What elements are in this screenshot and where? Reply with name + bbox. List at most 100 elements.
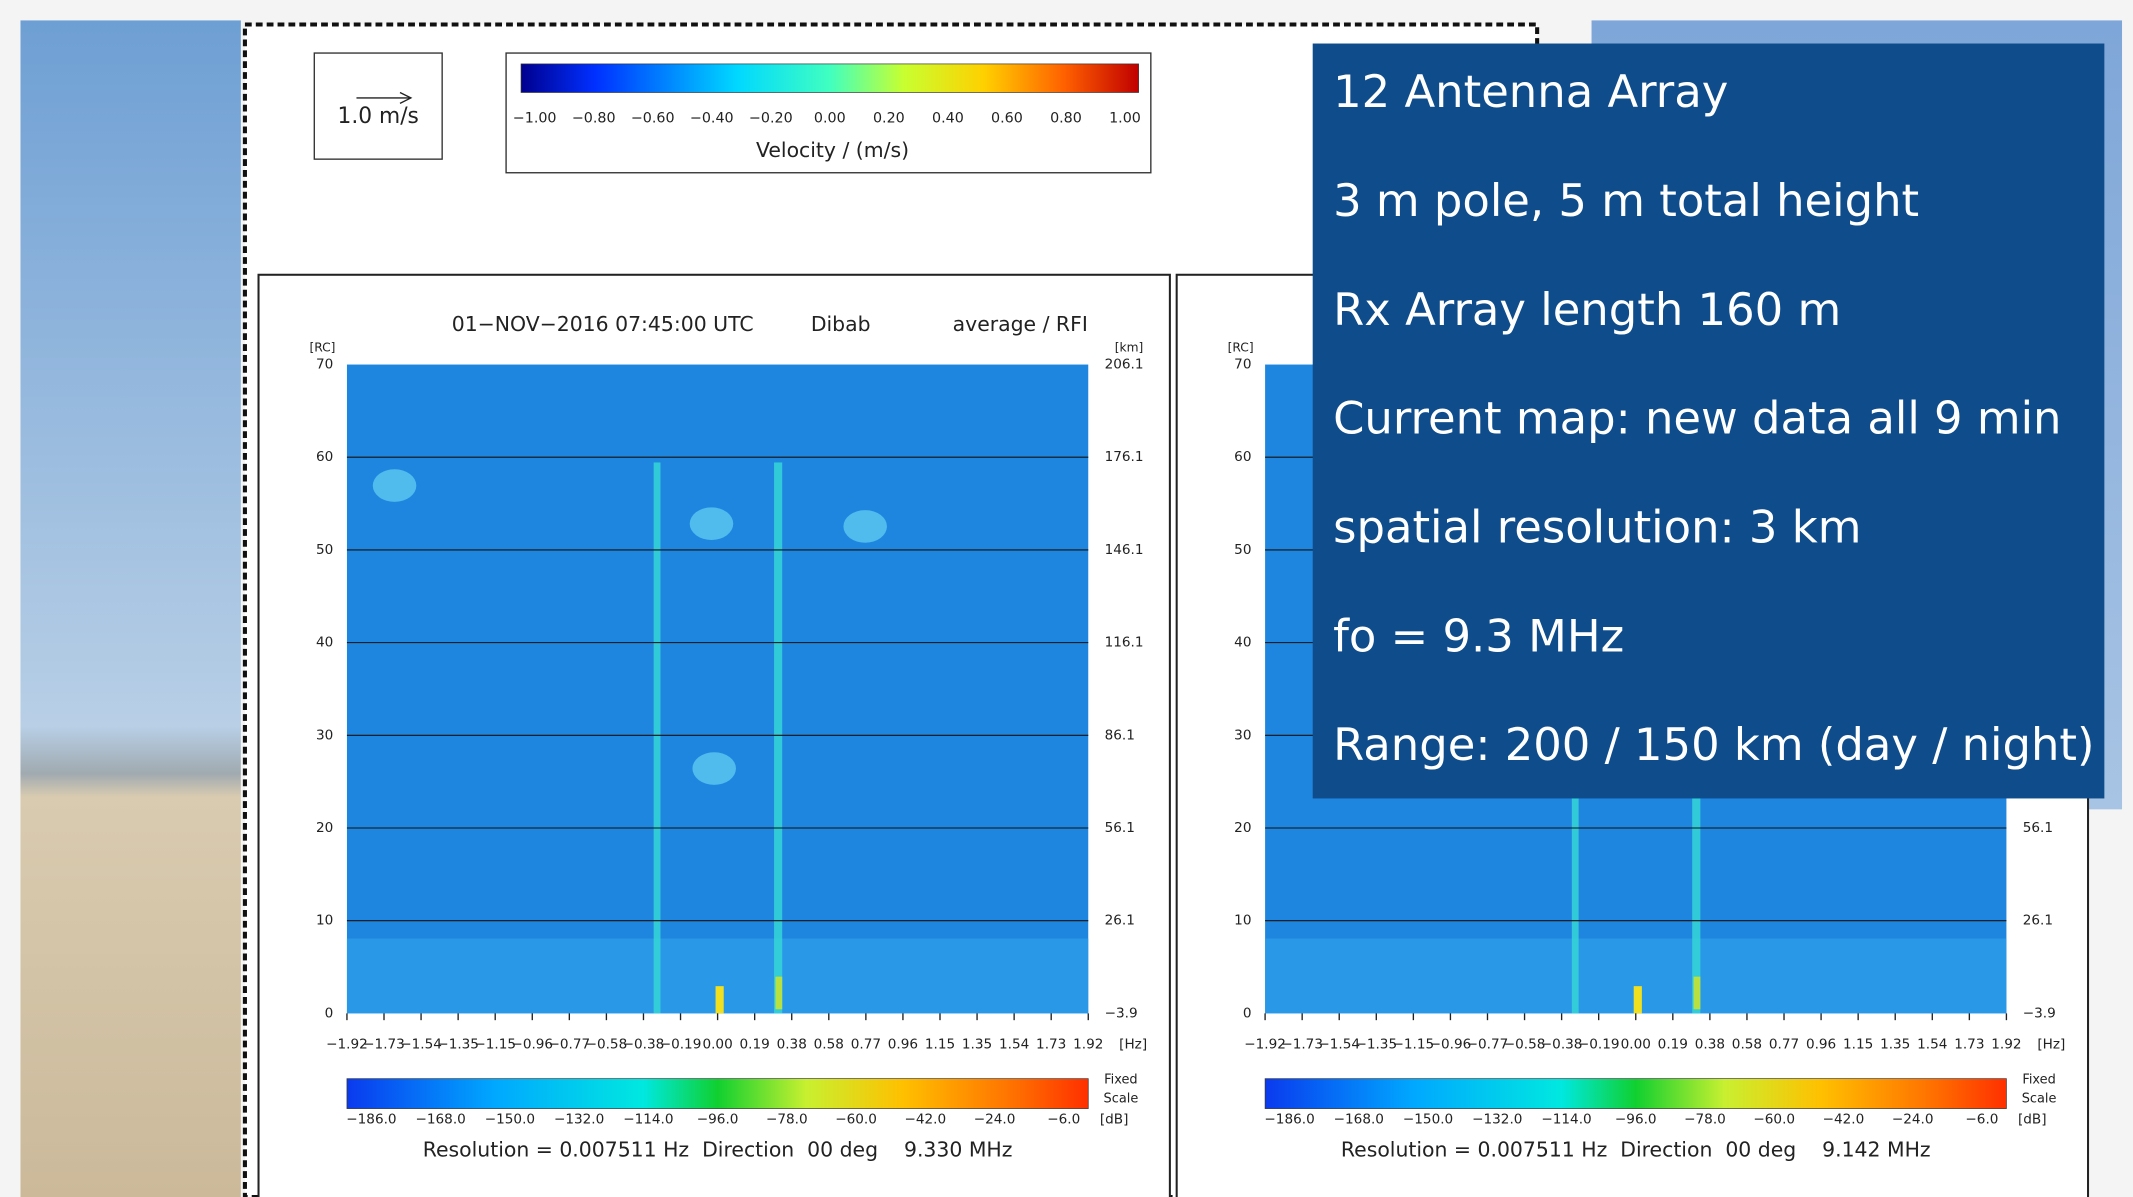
left-unit: [RC] [309, 341, 335, 355]
x-tick-label: −0.96 [511, 1037, 553, 1053]
db-tick-label: −96.0 [1615, 1111, 1657, 1127]
db-unit: [dB] [1100, 1111, 1129, 1127]
x-tick-label: 0.58 [1732, 1037, 1762, 1053]
x-tick-label: 1.35 [962, 1037, 992, 1053]
x-tick-label: 1.92 [1073, 1037, 1103, 1053]
info-line: spatial resolution: 3 km [1333, 500, 1861, 553]
velocity-tick-label: −0.80 [572, 110, 616, 126]
db-tick-label: −42.0 [904, 1111, 946, 1127]
velocity-tick-label: 0.60 [991, 110, 1023, 126]
y-tick-label: 30 [1234, 727, 1251, 743]
db-tick-label: −78.0 [1684, 1111, 1726, 1127]
info-line: Rx Array length 160 m [1333, 283, 1841, 336]
bragg-peak [1694, 977, 1701, 1010]
scale-note: Fixed [2022, 1073, 2055, 1088]
slide: 1.0 m/s Velocity / (m/s) −1.00−0.80−0.60… [0, 0, 2133, 1197]
y2-tick-label: −3.9 [2023, 1005, 2056, 1021]
x-tick-label: 0.77 [1769, 1037, 1799, 1053]
dc-peak [716, 986, 724, 1013]
x-tick-label: 0.19 [1658, 1037, 1688, 1053]
y2-tick-label: 116.1 [1105, 635, 1144, 651]
x-tick-label: −0.19 [660, 1037, 702, 1053]
x-tick-label: −1.73 [1281, 1037, 1323, 1053]
db-tick-label: −42.0 [1823, 1111, 1865, 1127]
velocity-tick-label: 1.00 [1109, 110, 1141, 126]
echo-patch [692, 752, 736, 785]
x-tick-label: −1.54 [1318, 1037, 1360, 1053]
x-unit: [Hz] [1119, 1037, 1147, 1053]
db-unit: [dB] [2018, 1111, 2047, 1127]
velocity-tick-label: −0.20 [749, 110, 793, 126]
db-tick-label: −96.0 [697, 1111, 739, 1127]
y-tick-label: 20 [1234, 820, 1251, 836]
db-tick-label: −60.0 [835, 1111, 877, 1127]
y2-tick-label: 56.1 [2023, 820, 2053, 836]
x-tick-label: 1.73 [1036, 1037, 1066, 1053]
x-tick-label: −0.38 [1541, 1037, 1583, 1053]
echo-patch [843, 510, 887, 543]
db-tick-label: −168.0 [1334, 1111, 1384, 1127]
x-tick-label: 0.77 [851, 1037, 881, 1053]
x-tick-label: 1.54 [999, 1037, 1029, 1053]
x-tick-label: 1.92 [1991, 1037, 2021, 1053]
velocity-tick-label: 0.80 [1050, 110, 1082, 126]
db-tick-label: −24.0 [1892, 1111, 1934, 1127]
x-tick-label: 1.35 [1880, 1037, 1910, 1053]
db-tick-label: −132.0 [1472, 1111, 1522, 1127]
velocity-tick-label: −1.00 [513, 110, 557, 126]
x-tick-label: −1.92 [1244, 1037, 1286, 1053]
x-tick-label: 0.96 [888, 1037, 918, 1053]
y2-tick-label: 86.1 [1105, 727, 1135, 743]
db-tick-label: −24.0 [974, 1111, 1016, 1127]
x-tick-label: −1.15 [1393, 1037, 1435, 1053]
y2-tick-label: 26.1 [2023, 913, 2053, 929]
x-tick-label: −1.15 [474, 1037, 516, 1053]
db-tick-label: −132.0 [554, 1111, 604, 1127]
beach-photo [20, 20, 240, 1197]
db-colorbar [1265, 1079, 2006, 1109]
panel-header: average / RFI [953, 312, 1088, 336]
velocity-tick-label: −0.40 [690, 110, 734, 126]
x-tick-label: −0.19 [1578, 1037, 1620, 1053]
db-tick-label: −114.0 [623, 1111, 673, 1127]
y-tick-label: 30 [316, 727, 333, 743]
x-tick-label: −1.73 [363, 1037, 405, 1053]
y-tick-label: 10 [1234, 913, 1251, 929]
scale-note: Fixed [1104, 1073, 1137, 1088]
db-tick-label: −6.0 [1965, 1111, 1998, 1127]
y-tick-label: 70 [1234, 357, 1251, 373]
y-tick-label: 0 [1243, 1005, 1252, 1021]
x-tick-label: 0.00 [1621, 1037, 1651, 1053]
info-line: Range: 200 / 150 km (day / night) [1333, 718, 2094, 771]
x-tick-label: 0.19 [740, 1037, 770, 1053]
left-unit: [RC] [1228, 341, 1254, 355]
y2-tick-label: 206.1 [1105, 357, 1144, 373]
bragg-line [654, 462, 661, 1013]
x-tick-label: −1.54 [400, 1037, 442, 1053]
spectrogram [347, 365, 1088, 1014]
echo-patch [373, 469, 417, 502]
y-tick-label: 40 [316, 635, 333, 651]
y2-tick-label: 56.1 [1105, 820, 1135, 836]
x-tick-label: 0.38 [1695, 1037, 1725, 1053]
db-tick-label: −186.0 [346, 1111, 396, 1127]
bragg-line [774, 462, 782, 1013]
info-line: 3 m pole, 5 m total height [1333, 174, 1919, 227]
y2-tick-label: 26.1 [1105, 913, 1135, 929]
y-tick-label: 20 [316, 820, 333, 836]
y-tick-label: 50 [316, 542, 333, 558]
y-tick-label: 0 [325, 1005, 334, 1021]
x-tick-label: 1.15 [925, 1037, 955, 1053]
y-tick-label: 10 [316, 913, 333, 929]
x-tick-label: 1.73 [1954, 1037, 1984, 1053]
x-tick-label: −0.77 [549, 1037, 591, 1053]
velocity-tick-label: 0.40 [932, 110, 964, 126]
x-tick-label: −1.35 [1355, 1037, 1397, 1053]
panel-header: Dibab [811, 312, 871, 336]
panel-header: 01−NOV−2016 07:45:00 UTC [452, 312, 754, 336]
info-line: fo = 9.3 MHz [1333, 609, 1624, 662]
x-tick-label: 0.96 [1806, 1037, 1836, 1053]
velocity-tick-label: 0.00 [814, 110, 846, 126]
db-tick-label: −6.0 [1047, 1111, 1080, 1127]
db-tick-label: −114.0 [1541, 1111, 1591, 1127]
